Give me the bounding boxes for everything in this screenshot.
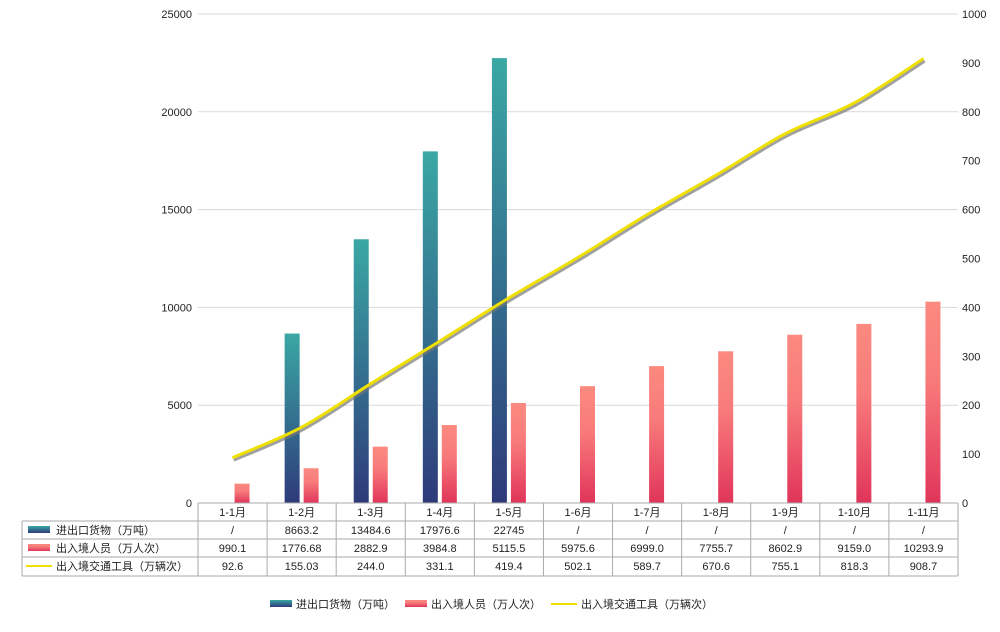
legend-swatch [405, 600, 427, 607]
legend-label: 进出口货物（万吨） [296, 597, 395, 611]
bar-people [856, 323, 872, 503]
table-cell: 670.6 [702, 561, 730, 573]
category-label: 1-10月 [838, 507, 871, 519]
y-left-tick-label: 5000 [168, 400, 192, 412]
bar-people [925, 301, 941, 503]
bar-people [787, 334, 803, 503]
table-cell: 5115.5 [492, 543, 525, 555]
y-left-tick-label: 25000 [161, 9, 192, 21]
table-cell: 1776.68 [282, 543, 322, 555]
table-cell: 2882.9 [354, 543, 388, 555]
table-cell: 244.0 [357, 561, 385, 573]
table-cell: 589.7 [633, 561, 661, 573]
y-left-tick-label: 20000 [161, 107, 192, 119]
bar-cargo [353, 239, 369, 504]
table-cell: 908.7 [910, 561, 938, 573]
table-cell: / [576, 525, 580, 537]
y-right-tick-label: 700 [962, 156, 980, 168]
legend-label: 出入境人员（万人次） [431, 597, 541, 611]
y-right-tick-label: 200 [962, 400, 980, 412]
legend-swatch [28, 544, 50, 551]
bar-people [510, 402, 526, 503]
table-cell: 7755.7 [699, 543, 733, 555]
table-cell: 5975.6 [561, 543, 595, 555]
table-cell: 3984.8 [423, 543, 457, 555]
y-right-tick-label: 1000 [962, 9, 986, 21]
legend-swatch [270, 600, 292, 607]
table-cell: 22745 [494, 525, 525, 537]
table-cell: 8602.9 [768, 543, 802, 555]
table-cell: / [646, 525, 650, 537]
series-label: 进出口货物（万吨） [56, 523, 155, 537]
legend-swatch [28, 526, 50, 533]
bar-people [372, 446, 388, 503]
table-cell: 9159.0 [838, 543, 872, 555]
table-cell: 13484.6 [351, 525, 391, 537]
bar-cargo [491, 58, 507, 504]
y-left-tick-label: 15000 [161, 205, 192, 217]
series-label: 出入境交通工具（万辆次） [56, 559, 188, 573]
y-right-tick-label: 300 [962, 351, 980, 363]
table-cell: 502.1 [564, 561, 592, 573]
category-label: 1-2月 [288, 507, 315, 519]
table-cell: 155.03 [285, 561, 319, 573]
table-cell: 92.6 [222, 561, 243, 573]
y-right-tick-label: 900 [962, 58, 980, 70]
table-cell: 8663.2 [285, 525, 319, 537]
table-cell: 331.1 [426, 561, 454, 573]
bar-people [441, 425, 457, 503]
line-vehicles [231, 57, 925, 460]
bar-cargo [422, 151, 438, 504]
category-label: 1-5月 [495, 507, 522, 519]
category-label: 1-9月 [772, 507, 799, 519]
table-cell: / [853, 525, 857, 537]
table-cell: 6999.0 [630, 543, 664, 555]
legend-label: 出入境交通工具（万辆次） [581, 597, 713, 611]
series-label: 出入境人员（万人次） [56, 541, 166, 555]
bar-cargo [284, 333, 300, 503]
bar-people [234, 483, 250, 503]
y-left-tick-label: 0 [186, 498, 192, 510]
table-cell: / [231, 525, 235, 537]
y-right-tick-label: 500 [962, 254, 980, 266]
y-right-tick-label: 600 [962, 205, 980, 217]
bar-people [718, 351, 734, 503]
table-cell: 10293.9 [904, 543, 944, 555]
table-cell: 818.3 [841, 561, 869, 573]
table-cell: 419.4 [495, 561, 523, 573]
category-label: 1-8月 [703, 507, 730, 519]
y-right-tick-label: 0 [962, 498, 968, 510]
table-cell: 755.1 [772, 561, 800, 573]
category-label: 1-3月 [357, 507, 384, 519]
category-label: 1-6月 [565, 507, 592, 519]
category-label: 1-11月 [907, 507, 939, 519]
category-label: 1-7月 [634, 507, 661, 519]
bar-people [649, 366, 665, 503]
category-label: 1-1月 [219, 507, 246, 519]
table-cell: 17976.6 [420, 525, 460, 537]
y-right-tick-label: 400 [962, 302, 980, 314]
table-cell: / [922, 525, 926, 537]
y-left-tick-label: 10000 [161, 302, 192, 314]
y-right-tick-label: 800 [962, 107, 980, 119]
line-shadow [232, 58, 926, 462]
bar-people [580, 386, 595, 503]
table-cell: / [784, 525, 788, 537]
bar-people [303, 468, 319, 503]
table-cell: 990.1 [219, 543, 247, 555]
y-right-tick-label: 100 [962, 449, 980, 461]
category-label: 1-4月 [426, 507, 453, 519]
table-cell: / [715, 525, 719, 537]
